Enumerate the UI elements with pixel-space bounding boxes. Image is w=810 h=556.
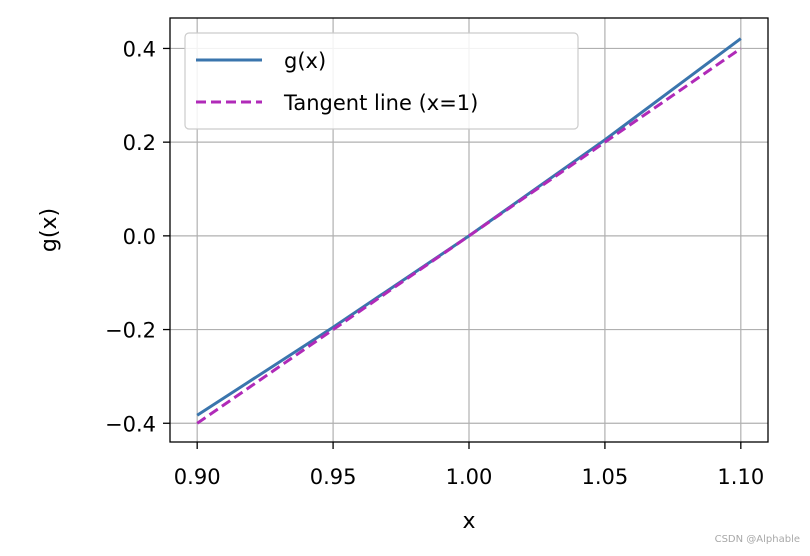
legend: g(x) Tangent line (x=1) <box>184 32 579 130</box>
legend-box <box>184 32 579 130</box>
legend-label-g-x: g(x) <box>284 49 326 73</box>
y-tick-label: 0.0 <box>123 225 156 249</box>
y-tick-label: −0.4 <box>105 412 156 436</box>
y-tick-label: 0.2 <box>123 131 156 155</box>
watermark: CSDN @Alphable <box>715 534 800 545</box>
x-tick-label: 0.90 <box>174 465 221 489</box>
x-tick-label: 1.05 <box>582 465 629 489</box>
series-line-tangent-line <box>196 47 742 425</box>
series-lines <box>196 37 742 425</box>
axis-ticks: 0.90 0.95 1.00 1.05 1.10 −0.4 −0.2 0.0 0.2 0.4 <box>105 37 764 489</box>
x-tick-label: 0.95 <box>310 465 357 489</box>
y-tick-label: −0.2 <box>105 319 156 343</box>
legend-label-tangent-line: Tangent line (x=1) <box>283 91 478 115</box>
x-axis-label: x <box>462 509 475 534</box>
x-tick-label: 1.10 <box>717 465 764 489</box>
x-tick-label: 1.00 <box>446 465 493 489</box>
y-axis-label: g(x) <box>37 208 62 252</box>
y-tick-label: 0.4 <box>123 37 156 61</box>
